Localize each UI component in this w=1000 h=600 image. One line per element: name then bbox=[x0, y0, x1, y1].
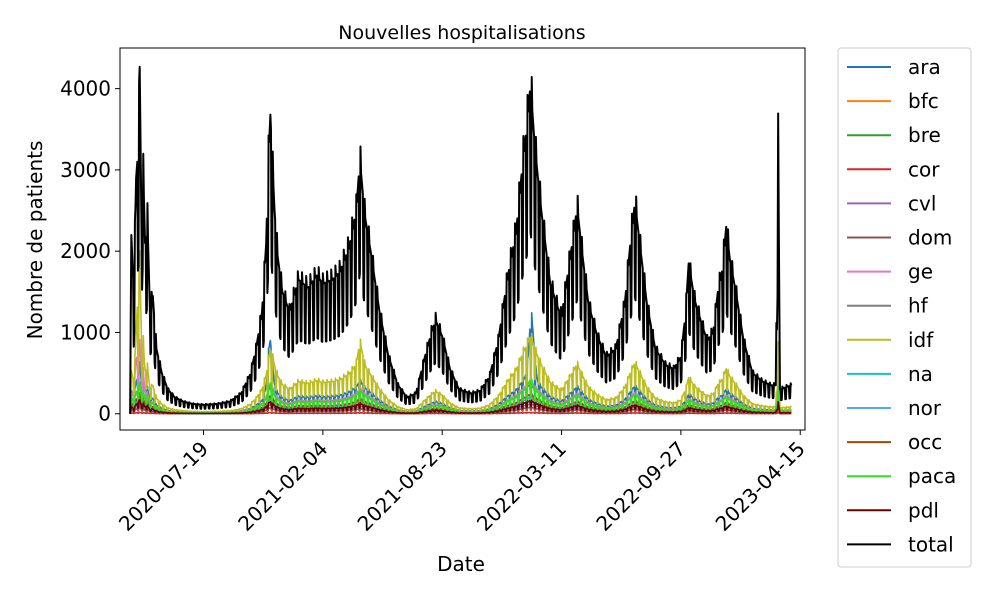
legend-frame bbox=[837, 47, 972, 568]
chart-title: Nouvelles hospitalisations bbox=[338, 22, 585, 44]
series-line-total bbox=[129, 65, 793, 414]
legend-label-hf: hf bbox=[908, 294, 929, 318]
x-tick-label: 2021-08-23 bbox=[353, 437, 452, 536]
legend-label-occ: occ bbox=[908, 430, 942, 454]
legend-label-paca: paca bbox=[908, 464, 956, 488]
x-tick-label: 2022-09-27 bbox=[591, 437, 690, 536]
y-axis-label: Nombre de patients bbox=[23, 141, 47, 340]
legend-label-bfc: bfc bbox=[908, 89, 939, 113]
plot-frame bbox=[119, 47, 806, 431]
legend-label-ara: ara bbox=[908, 55, 941, 79]
x-axis-label: Date bbox=[437, 552, 485, 576]
legend-label-pdl: pdl bbox=[908, 498, 939, 522]
plot-area bbox=[119, 47, 806, 431]
y-tick-label: 1000 bbox=[60, 320, 111, 344]
legend-label-total: total bbox=[908, 532, 954, 556]
legend-label-cor: cor bbox=[908, 157, 940, 181]
y-tick-label: 2000 bbox=[60, 239, 111, 263]
x-tick-label: 2021-02-04 bbox=[233, 437, 332, 536]
legend: ara bfc bre cor cvl dom ge hf idf na nor occ paca pdl… bbox=[837, 47, 972, 568]
x-tick-label: 2023-04-15 bbox=[711, 437, 810, 536]
y-axis: 0 1000 2000 3000 4000 bbox=[60, 77, 120, 426]
legend-label-nor: nor bbox=[908, 396, 942, 420]
y-tick-label: 3000 bbox=[60, 158, 111, 182]
legend-label-na: na bbox=[908, 362, 933, 386]
series-line-paca bbox=[129, 378, 792, 415]
legend-label-bre: bre bbox=[908, 123, 941, 147]
series-line-pdl bbox=[129, 399, 792, 415]
y-tick-label: 0 bbox=[98, 402, 111, 426]
legend-items: ara bfc bre cor cvl dom ge hf idf na nor occ paca pdl… bbox=[847, 55, 956, 556]
x-axis: 2020-07-19 2021-02-04 2021-08-23 2022-03-11… bbox=[114, 430, 810, 536]
y-tick-label: 4000 bbox=[60, 77, 111, 101]
series-layer bbox=[129, 65, 793, 415]
x-tick-label: 2020-07-19 bbox=[114, 437, 213, 536]
legend-label-idf: idf bbox=[908, 328, 934, 352]
legend-label-ge: ge bbox=[908, 260, 933, 284]
legend-label-cvl: cvl bbox=[908, 191, 936, 215]
legend-label-dom: dom bbox=[908, 226, 952, 250]
series-line-idf bbox=[129, 250, 792, 414]
x-tick-label: 2022-03-11 bbox=[472, 437, 571, 536]
